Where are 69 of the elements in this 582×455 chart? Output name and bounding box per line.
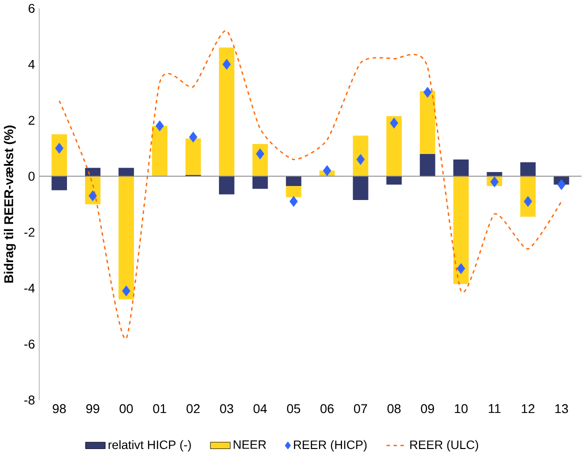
bar [420,154,436,176]
point [490,176,499,188]
x-tick-label: 12 [522,404,534,413]
point [55,142,64,154]
legend-label: NEER [234,440,266,449]
legend-label: REER (HICP) [294,440,367,452]
bar [520,162,536,176]
x-tick-label: 07 [354,404,368,414]
point [524,196,532,207]
bar [453,176,469,284]
y-tick-label: -6 [24,339,35,348]
point [456,262,466,274]
bar [118,168,134,176]
point [322,165,332,176]
x-tick-label: 11 [488,404,500,413]
x-tick-label: 01 [153,404,166,414]
bar [118,176,134,300]
x-tick-label: 08 [387,404,401,414]
point [122,285,130,296]
y-tick-label: 6 [28,4,35,13]
point [557,179,566,190]
bar [152,126,168,176]
x-tick-label: 03 [220,404,234,414]
bar [453,159,469,176]
bar [218,176,234,194]
bar [286,176,302,186]
x-tick-label: 04 [254,404,267,414]
bar [386,116,402,176]
line-series [58,30,562,339]
x-tick-label: 99 [86,404,100,414]
bar [386,176,402,184]
x-tick-label: 09 [420,404,434,414]
point [256,148,264,160]
bar [85,168,100,176]
y-tick-label: 4 [28,60,35,69]
point [289,196,298,207]
point [156,120,164,132]
bar [52,176,67,190]
point [423,86,432,98]
bar [286,186,302,198]
point [88,190,97,202]
point [390,117,398,128]
x-tick-label: 10 [454,404,468,414]
point [222,58,231,70]
bar [486,172,502,176]
x-tick-label: 06 [320,404,334,414]
y-tick-label: -4 [24,284,35,292]
bar [218,47,234,176]
point [189,131,198,142]
bar [520,176,536,217]
point [356,154,365,165]
bar [352,135,368,176]
y-tick-label: 2 [28,116,34,125]
bar [420,90,436,154]
legend-label: relativt HICP (-) [108,440,191,452]
x-tick-label: 98 [52,404,66,414]
bar [185,138,201,175]
x-tick-label: 05 [287,404,300,414]
x-tick-label: 02 [186,404,200,414]
y-tick-label: 0 [28,172,35,181]
y-tick-label: -2 [24,228,34,236]
x-tick-label: 13 [555,404,568,414]
y-axis-title: Bidrag til REER-vækst (%) [4,125,16,283]
bar [252,176,268,189]
legend-label: REER (ULC) [410,440,478,452]
bar [52,134,67,176]
y-tick-label: -8 [24,395,35,404]
bar [352,176,368,200]
x-tick-label: 00 [120,404,133,414]
